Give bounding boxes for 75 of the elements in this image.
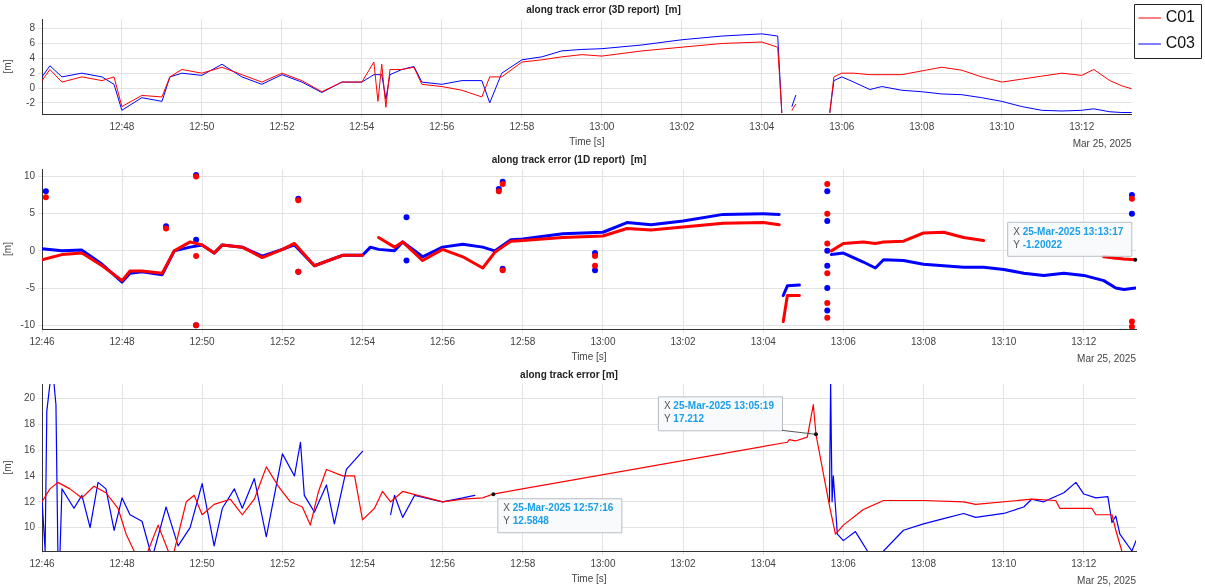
- y-tick-label: 18: [23, 417, 36, 429]
- legend-label: C01: [1165, 8, 1196, 26]
- x-tick-label: 12:54: [349, 557, 376, 569]
- x-tick-label: 13:06: [829, 120, 855, 132]
- x-axis-title: Time [s]: [571, 350, 607, 362]
- x-tick-label: 13:02: [669, 120, 695, 132]
- y-tick-label: 10: [23, 170, 36, 182]
- x-tick-label: 12:48: [109, 557, 136, 569]
- x-tick-label: 13:08: [909, 120, 935, 132]
- x-tick-label: 13:04: [749, 120, 775, 132]
- x-tick-label: 12:48: [109, 335, 136, 347]
- y-tick-label: 6: [29, 37, 36, 49]
- x-tick-label: 13:10: [991, 557, 1017, 569]
- x-tick-label: 13:08: [910, 335, 937, 347]
- x-tick-label: 12:56: [429, 120, 455, 132]
- y-tick-label: -10: [20, 319, 36, 331]
- x-tick-label: 13:04: [750, 335, 777, 347]
- x-tick-label: 13:10: [991, 335, 1017, 347]
- x-tick-label: 12:50: [189, 335, 216, 347]
- y-tick-label: 8: [29, 22, 36, 34]
- x-tick-label: 12:56: [430, 335, 456, 347]
- x-axis-title: Time [s]: [571, 572, 607, 584]
- x-tick-label: 13:12: [1071, 557, 1097, 569]
- y-tick-label: 16: [23, 443, 36, 455]
- x-tick-label: 13:02: [670, 557, 696, 569]
- x-tick-label: 12:58: [510, 335, 536, 347]
- chart-title: along track error (3D report) [m]: [526, 3, 681, 15]
- legend-label: C03: [1165, 34, 1196, 52]
- x-tick-label: 13:06: [830, 557, 857, 569]
- y-tick-label: 4: [29, 52, 36, 64]
- x-tick-label: 12:54: [349, 120, 375, 132]
- x-tick-label: 13:02: [670, 335, 696, 347]
- annotation: X 25-Mar-2025 13:05:19 Y 17.212: [663, 400, 775, 425]
- x-tick-label: 13:04: [750, 557, 777, 569]
- x-tick-label: 13:00: [590, 335, 616, 347]
- x-tick-label: 12:54: [349, 335, 376, 347]
- annotation: X 25-Mar-2025 13:13:17 Y -1.20022: [1013, 225, 1124, 250]
- y-tick-label: 10: [23, 521, 36, 533]
- text: Mar 25, 2025: [1077, 574, 1137, 586]
- x-tick-label: 13:00: [590, 557, 616, 569]
- chart-title: along track error [m]: [520, 368, 618, 380]
- x-tick-label: 12:46: [29, 335, 55, 347]
- y-tick-label: 12: [23, 495, 36, 507]
- text: Mar 25, 2025: [1072, 137, 1133, 149]
- x-tick-label: 12:46: [29, 557, 55, 569]
- x-tick-label: 12:58: [509, 120, 535, 132]
- x-tick-label: 12:52: [269, 120, 295, 132]
- y-tick-label: -5: [26, 281, 36, 293]
- x-tick-label: 12:52: [269, 335, 296, 347]
- text: Mar 25, 2025: [1077, 352, 1137, 364]
- y-tick-label: 5: [29, 207, 36, 219]
- y-tick-label: 0: [29, 81, 36, 93]
- x-tick-label: 13:08: [910, 557, 937, 569]
- x-tick-label: 12:58: [510, 557, 536, 569]
- y-tick-label: -2: [26, 96, 36, 108]
- x-tick-label: 12:52: [269, 557, 296, 569]
- x-tick-label: 13:06: [830, 335, 857, 347]
- x-axis-title: Time [s]: [569, 135, 605, 147]
- x-tick-label: 13:10: [989, 120, 1015, 132]
- x-tick-label: 12:48: [109, 120, 135, 132]
- chart-title: along track error (1D report) [m]: [491, 153, 647, 165]
- annotation: X 25-Mar-2025 12:57:16 Y 12.5848: [503, 501, 614, 526]
- x-tick-label: 12:50: [189, 557, 216, 569]
- y-axis-title: [m]: [1, 59, 13, 74]
- y-tick-label: 2: [29, 66, 36, 78]
- y-axis-title: [m]: [1, 460, 13, 475]
- y-axis-title: [m]: [1, 241, 13, 256]
- x-tick-label: 12:56: [430, 557, 456, 569]
- y-tick-label: 20: [23, 391, 36, 403]
- x-tick-label: 13:00: [589, 120, 615, 132]
- x-tick-label: 12:50: [189, 120, 215, 132]
- y-tick-label: 0: [29, 244, 36, 256]
- x-tick-label: 13:12: [1071, 335, 1097, 347]
- y-tick-label: 14: [23, 469, 36, 481]
- x-tick-label: 13:12: [1069, 120, 1095, 132]
